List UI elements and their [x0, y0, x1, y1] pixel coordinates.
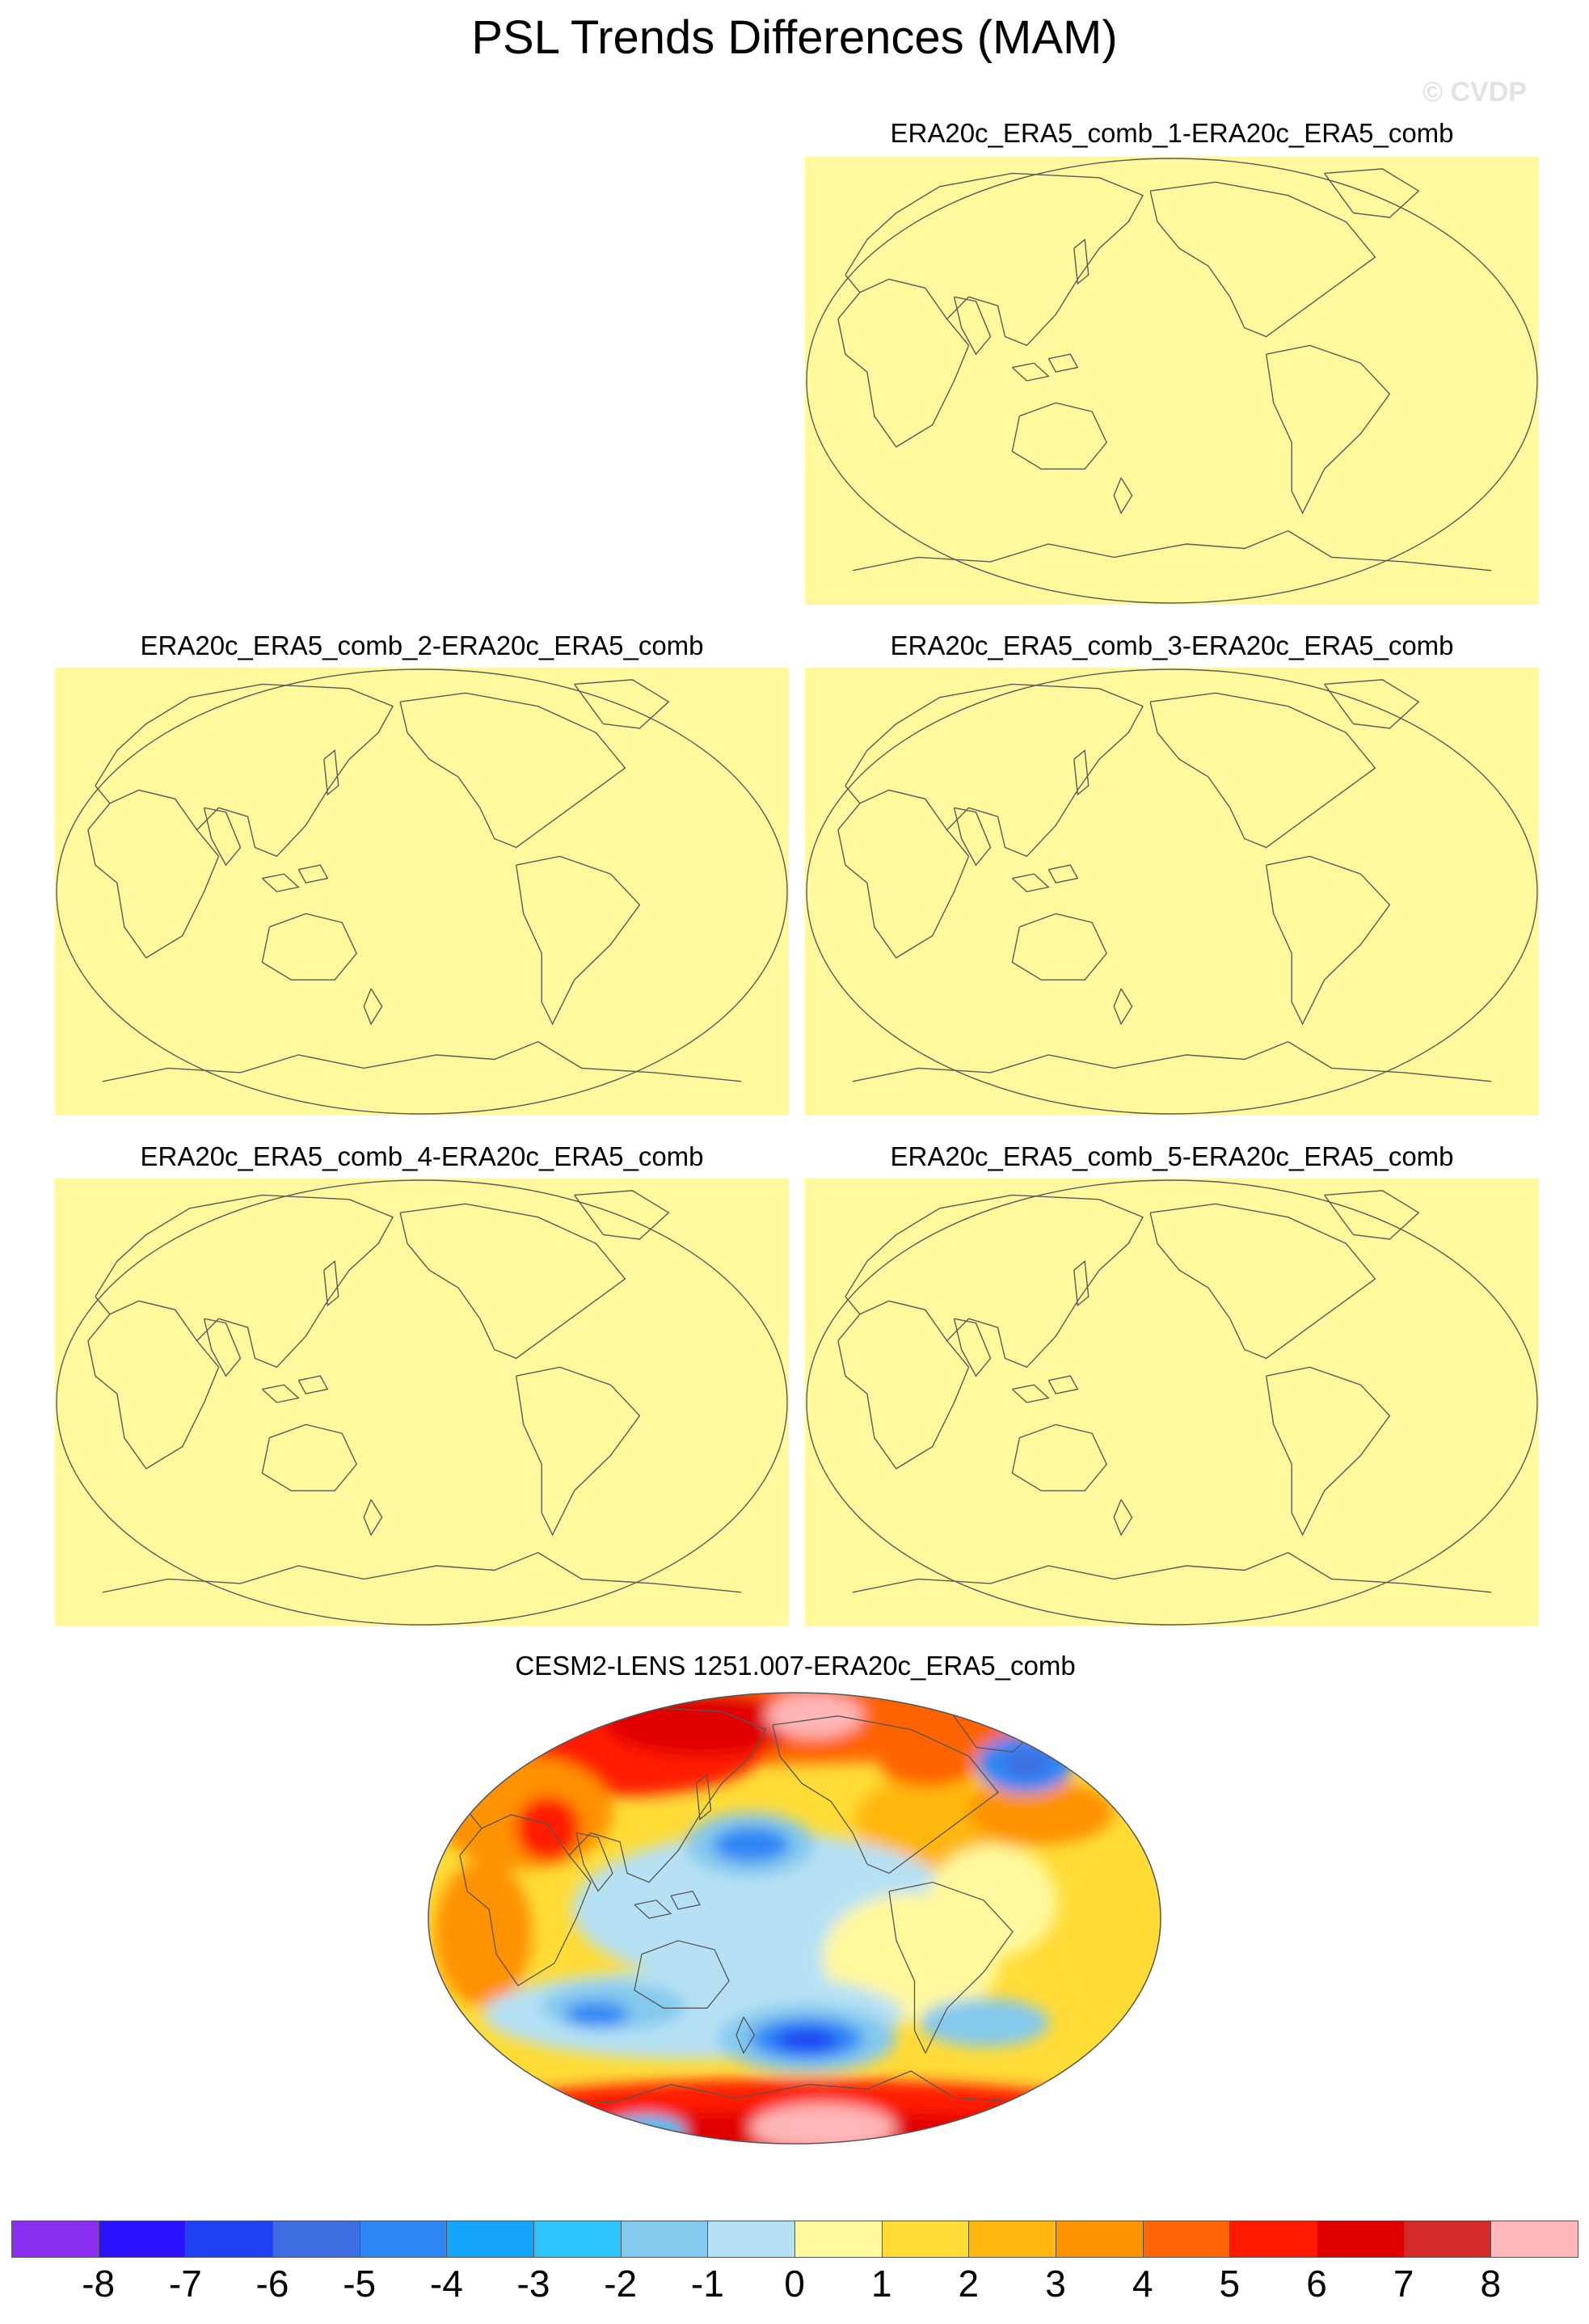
coastlines: [837, 679, 1492, 1082]
field-fill: [55, 668, 789, 1116]
field-fill: [55, 1179, 789, 1626]
map-panel-5: [805, 1179, 1539, 1626]
colorbar-label: 1: [870, 2263, 892, 2305]
map-panel-2: [55, 668, 789, 1116]
colorbar-box: [1142, 2221, 1231, 2258]
colorbar: [11, 2221, 1578, 2259]
map-panel-1: [805, 157, 1539, 605]
colorbar-box: [272, 2221, 360, 2258]
colorbar-box: [1056, 2221, 1144, 2258]
field-fill: [805, 1179, 1539, 1626]
colorbar-box: [1403, 2221, 1492, 2258]
globe-outline: [56, 1179, 788, 1626]
colorbar-label: 6: [1306, 2263, 1327, 2305]
colorbar-box: [881, 2221, 970, 2258]
panel-title-6: CESM2-LENS 1251.007-ERA20c_ERA5_comb: [515, 1651, 1076, 1681]
colorbar-label: -8: [82, 2263, 116, 2305]
colorbar-label: -7: [168, 2263, 202, 2305]
coastlines: [87, 1190, 742, 1593]
colorbar-label: 0: [784, 2263, 805, 2305]
panel-title-1: ERA20c_ERA5_comb_1-ERA20c_ERA5_comb: [890, 118, 1454, 148]
colorbar-box: [446, 2221, 534, 2258]
colorbar-label: -4: [429, 2263, 463, 2305]
cvdp-watermark: © CVDP: [1423, 77, 1527, 108]
panel-title-2: ERA20c_ERA5_comb_2-ERA20c_ERA5_comb: [140, 631, 704, 660]
colorbar-label: 3: [1045, 2263, 1066, 2305]
panel-title-3: ERA20c_ERA5_comb_3-ERA20c_ERA5_comb: [890, 631, 1454, 660]
colorbar-label: -3: [516, 2263, 550, 2305]
map-panel-6: [427, 1691, 1162, 2145]
globe-outline: [806, 669, 1538, 1115]
colorbar-box: [359, 2221, 448, 2258]
colorbar-label: 8: [1480, 2263, 1502, 2305]
field-fill: [805, 668, 1539, 1116]
colorbar-box: [707, 2221, 795, 2258]
colorbar-label: 7: [1393, 2263, 1414, 2305]
panel-title-4: ERA20c_ERA5_comb_4-ERA20c_ERA5_comb: [140, 1141, 704, 1171]
colorbar-box: [1229, 2221, 1317, 2258]
figure-title: PSL Trends Differences (MAM): [471, 11, 1118, 64]
colorbar-label: 2: [958, 2263, 980, 2305]
coastlines: [87, 679, 742, 1082]
colorbar-box: [620, 2221, 709, 2258]
map-panel-4: [55, 1179, 789, 1626]
panel-title-5: ERA20c_ERA5_comb_5-ERA20c_ERA5_comb: [890, 1141, 1454, 1171]
colorbar-box: [1317, 2221, 1405, 2258]
colorbar-box: [1490, 2221, 1578, 2258]
colorbar-box: [11, 2221, 99, 2258]
globe-outline: [806, 158, 1538, 604]
colorbar-box: [98, 2221, 187, 2258]
colorbar-label: -5: [343, 2263, 377, 2305]
colorbar-box: [185, 2221, 273, 2258]
colorbar-label: -1: [690, 2263, 724, 2305]
coastlines: [837, 168, 1492, 572]
colorbar-label: -2: [604, 2263, 638, 2305]
map-panel-3: [805, 668, 1539, 1116]
colorbar-box: [533, 2221, 622, 2258]
colorbar-box: [794, 2221, 883, 2258]
coastlines: [837, 1190, 1492, 1593]
colorbar-box: [968, 2221, 1056, 2258]
globe-outline: [56, 669, 788, 1115]
field-fill: [805, 157, 1539, 605]
globe-outline: [806, 1179, 1538, 1626]
colorbar-label: 4: [1132, 2263, 1153, 2305]
colorbar-label: -6: [255, 2263, 289, 2305]
colorbar-label: 5: [1219, 2263, 1241, 2305]
